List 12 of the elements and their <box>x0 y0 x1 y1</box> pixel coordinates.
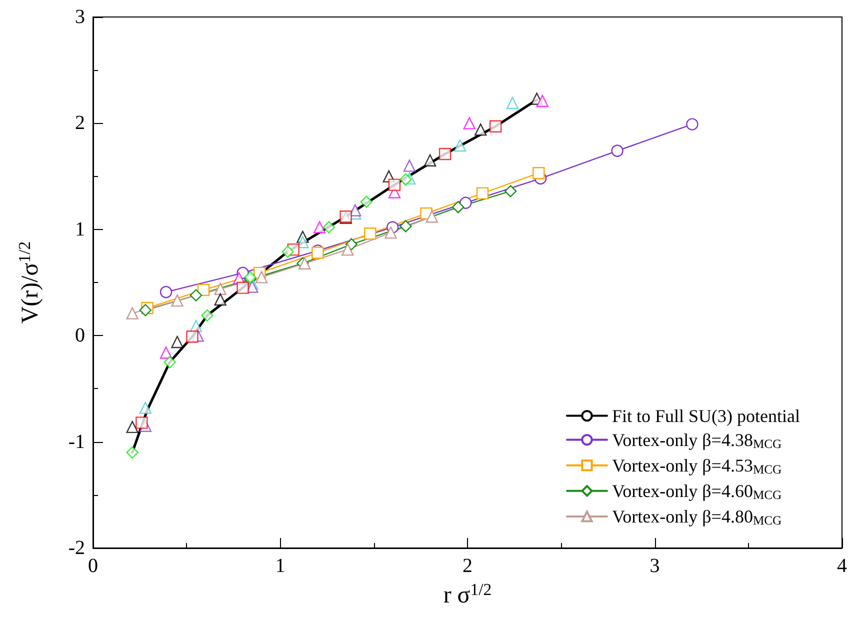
x-tick-label: 3 <box>650 555 660 577</box>
y-tick-label: 3 <box>75 6 85 28</box>
x-tick-label: 4 <box>837 555 847 577</box>
y-tick-label: 2 <box>75 112 85 134</box>
legend-label: Fit to Full SU(3) potential <box>612 406 800 426</box>
y-tick-label: 1 <box>75 218 85 240</box>
y-tick-label: 0 <box>75 324 85 347</box>
y-axis-title: V(r)/σ1/2 <box>15 241 44 324</box>
x-tick-label: 1 <box>275 555 286 577</box>
y-tick-label: -2 <box>68 537 85 559</box>
x-tick-label: 2 <box>462 555 472 577</box>
y-tick-label: -1 <box>68 430 85 453</box>
